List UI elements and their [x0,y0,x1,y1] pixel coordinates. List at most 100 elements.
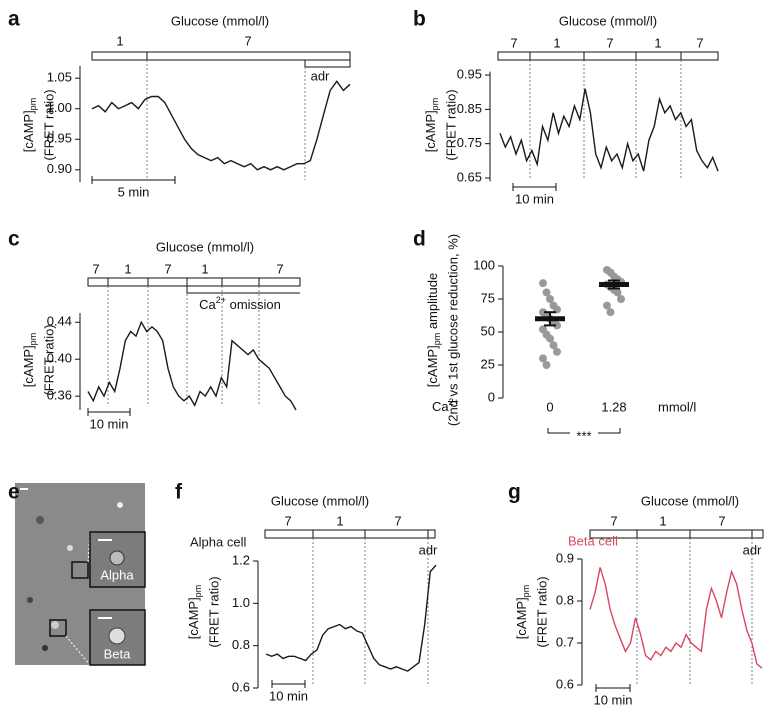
y-tick-label: 0.6 [556,676,574,691]
condition-bar [186,286,300,294]
data-point [553,321,561,330]
y-label-subscript: pm [28,333,38,346]
segment-label: 7 [92,261,99,276]
unit-label: mmol/l [658,399,696,414]
y-axis-label: [cAMP]pm amplitude (2nd vs 1st glucose re… [425,234,460,426]
scale-bar-label: 10 min [269,688,308,703]
stimulus-label: adr [311,68,330,83]
y-tick-label: 0 [488,389,495,404]
y-axis-label-main: [cAMP]pm [514,585,531,639]
panel-label: e [8,481,20,504]
panel-label: f [175,481,183,504]
data-point [542,288,551,297]
condition-superscript: 2+ [216,295,226,305]
stimulus-bar [589,529,764,539]
panel-label: b [413,8,426,31]
segment-label: 1 [654,35,661,50]
y-tick-label: 0.8 [232,637,250,652]
trace [589,567,763,669]
y-tick-label: 25 [481,356,495,371]
y-axis-label-line2: (FRET ratio) [41,324,56,395]
data-point [553,347,561,356]
y-label-text: [cAMP] [186,597,201,639]
y-axis-label-line2: (FRET ratio) [206,576,221,647]
y-tick-label: 1.05 [47,70,72,85]
stimulus-label: adr [743,542,762,557]
significance-bracket [547,428,621,434]
y-tick-label: 0.95 [47,131,72,146]
data-point [603,301,611,310]
panel-title: Glucose (mmol/l) [271,493,369,508]
y-label-subscript: pm [432,333,442,346]
y-tick-label: 0.8 [556,592,574,607]
segment-label: 7 [606,35,613,50]
y-axis-label-main: [cAMP]pm [423,98,440,152]
inset-label: Alpha [100,567,134,582]
y-tick-label: 0.6 [232,679,250,694]
data-point [539,354,547,363]
y-axis-label: [cAMP]pm (FRET ratio) [423,89,458,160]
segment-label: 7 [510,35,517,50]
data-point [613,288,622,297]
segment-label: 7 [610,513,617,528]
y-axis-label-main: [cAMP]pm [21,98,38,152]
y-tick-label: 100 [473,257,495,272]
segment-label: 7 [696,35,703,50]
segment-label: 7 [718,513,725,528]
y-axis-label: [cAMP]pm (FRET ratio) [514,576,549,647]
y-tick-label: 50 [481,323,495,338]
trace [87,320,297,411]
y-label-text: [cAMP] [21,110,36,152]
segment-label: 7 [394,513,401,528]
panel-title: Glucose (mmol/l) [641,493,739,508]
segment-label: 1 [124,261,131,276]
y-label-text: [cAMP] [425,345,440,387]
micrograph [15,483,146,666]
stimulus-bar [264,529,436,539]
data-point [546,334,554,343]
panel-label: d [413,228,426,251]
data-point [606,308,615,317]
y-axis-label: [cAMP]pm (FRET ratio) [186,576,221,647]
y-axis-label-line2: (2nd vs 1st glucose reduction, %) [445,234,460,426]
y-axis-label-main: [cAMP]pm [186,585,203,639]
y-tick-label: 1.0 [232,595,250,610]
stimulus-label: adr [419,542,438,557]
condition-label: Ca2+ omission [199,295,281,312]
y-tick-label: 0.9 [556,550,574,565]
y-label-subscript: pm [430,98,440,111]
y-label-subscript: pm [193,585,203,598]
segment-label: 7 [284,513,291,528]
condition-text: Ca [199,297,216,312]
segment-label: 1 [116,33,123,48]
y-tick-label: 0.65 [457,169,482,184]
y-label-subscript: pm [28,98,38,111]
y-tick-label: 0.44 [47,314,72,329]
y-tick-label: 1.00 [47,100,72,115]
y-label-text: [cAMP] [514,597,529,639]
x-tick-label: 0 [546,399,553,414]
scale-bar-label: 5 min [118,184,150,199]
y-label-text: [cAMP] [423,110,438,152]
y-tick-label: 0.75 [457,135,482,150]
panel-title: Glucose (mmol/l) [171,13,269,28]
segment-label: 1 [201,261,208,276]
data-point [617,295,625,303]
segment-label: 1 [336,513,343,528]
y-tick-label: 0.90 [47,161,72,176]
panel-label: c [8,228,20,251]
cell-label: Beta cell [568,533,618,548]
panel-label: a [8,8,20,31]
y-axis-label-line2: (FRET ratio) [534,576,549,647]
data-point [546,295,554,303]
trace [499,88,719,172]
segment-label: 1 [659,513,666,528]
x-label-text: Ca [432,399,449,414]
condition-text: omission [226,297,281,312]
significance-label: *** [576,428,591,443]
panel-label: g [508,481,521,504]
data-point [549,341,558,350]
segment-label: 7 [164,261,171,276]
scale-bar-label: 10 min [515,191,554,206]
